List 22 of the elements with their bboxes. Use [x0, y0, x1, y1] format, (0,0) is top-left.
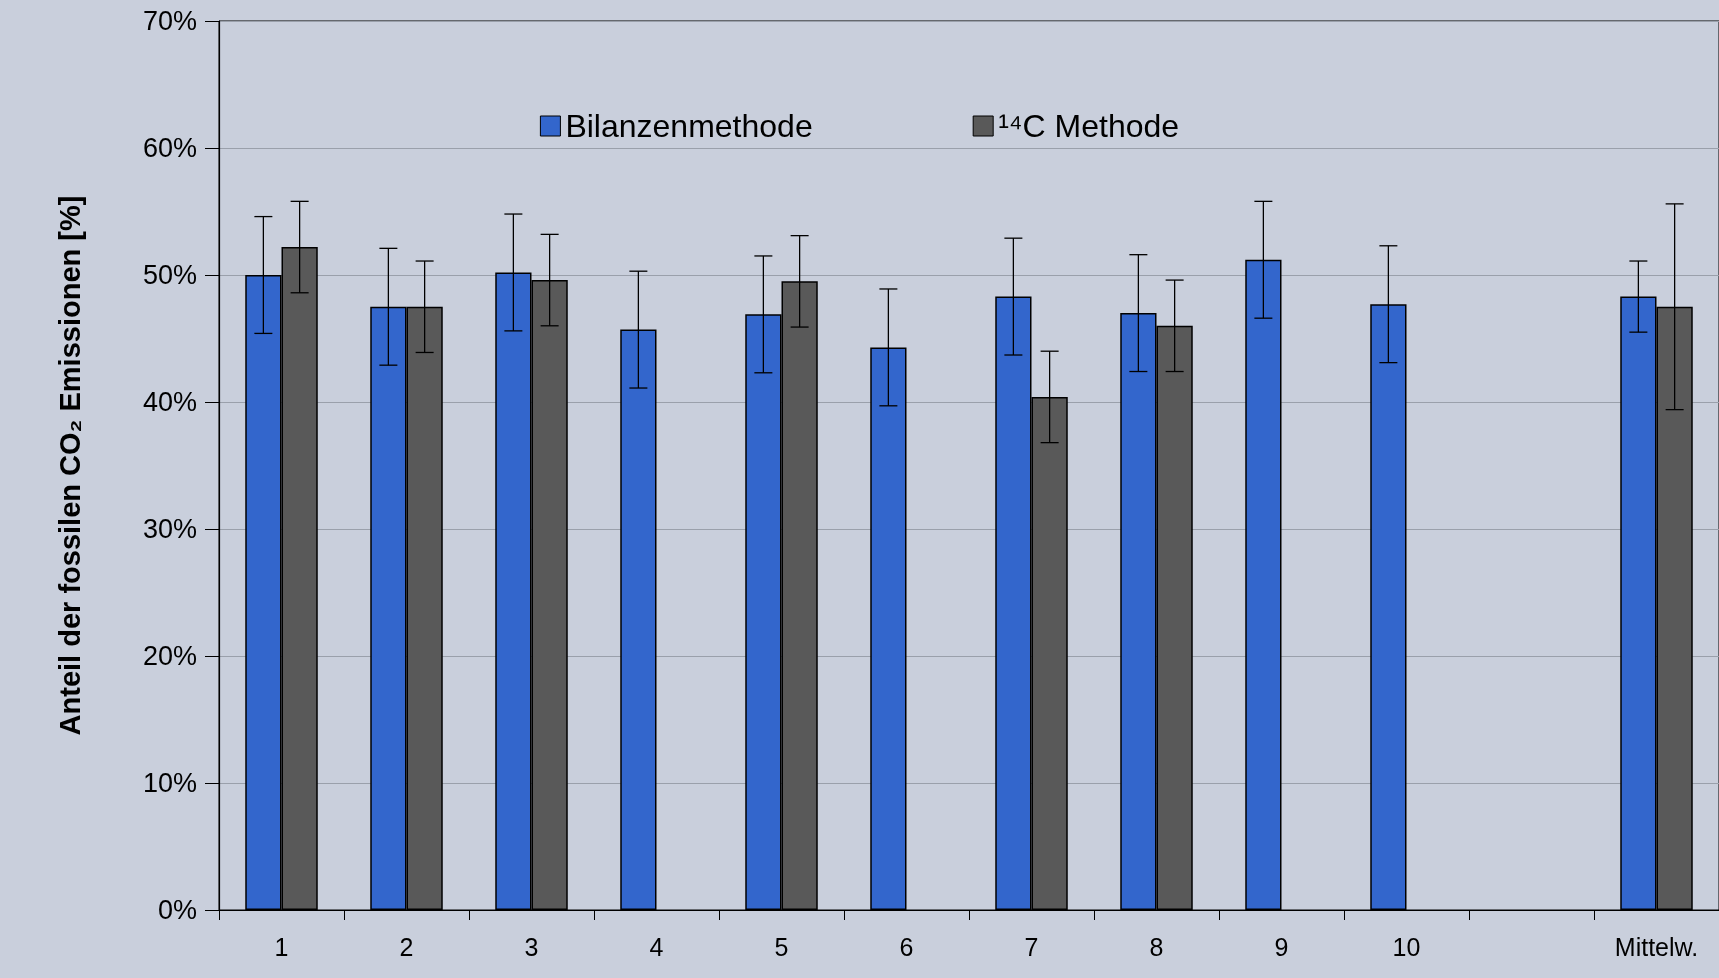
x-tick-label: 5 [774, 932, 789, 961]
legend-label: ¹⁴C Methode [998, 108, 1180, 144]
x-tick-label: 9 [1274, 932, 1289, 961]
x-tick-label: 3 [524, 932, 539, 961]
y-tick-label: 0% [157, 895, 197, 925]
y-tick-label: 30% [142, 514, 197, 544]
y-tick-label: 20% [142, 641, 197, 671]
y-tick-label: 60% [142, 133, 197, 163]
y-tick-label: 50% [142, 260, 197, 290]
x-tick-label: 4 [649, 932, 664, 961]
y-tick-label: 70% [142, 6, 197, 36]
x-tick-label: 10 [1392, 932, 1421, 961]
x-tick-label: 7 [1024, 932, 1039, 961]
x-tick-label: 6 [899, 932, 914, 961]
y-tick-label: 10% [142, 768, 197, 798]
y-tick-label: 40% [142, 387, 197, 417]
y-axis-title: Anteil der fossilen CO₂ Emissionen [%] [53, 195, 86, 736]
legend-label: Bilanzenmethode [565, 108, 813, 144]
x-tick-label: Mittelw. [1614, 932, 1699, 961]
x-tick-label: 8 [1149, 932, 1164, 961]
x-tick-label: 2 [399, 932, 414, 961]
x-tick-label: 1 [274, 932, 289, 961]
